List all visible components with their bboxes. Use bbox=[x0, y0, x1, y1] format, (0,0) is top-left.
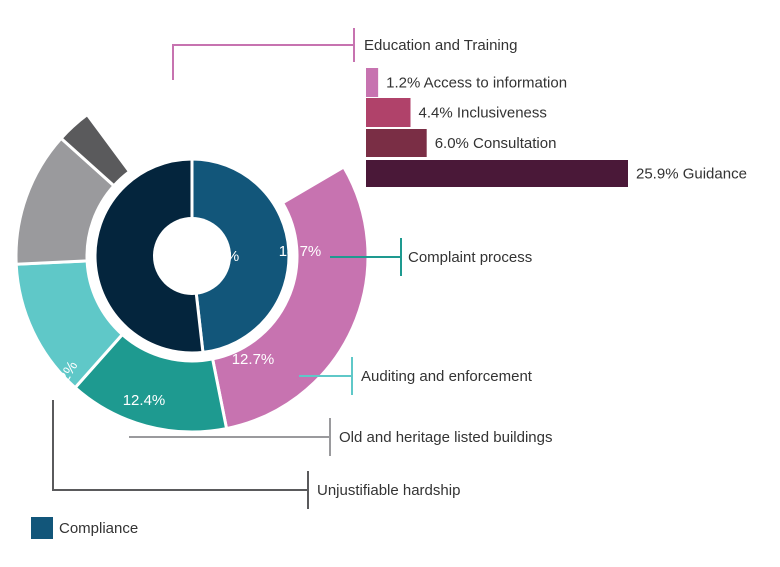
donut-hole bbox=[153, 217, 231, 295]
legend-label-compliance: Compliance bbox=[59, 519, 139, 537]
callout-label-unjustifiable-hardship: Unjustifiable hardship bbox=[317, 482, 460, 499]
breakdown-label: 25.9% Guidance bbox=[636, 166, 747, 183]
outer-slice-label: 30.3% bbox=[160, 100, 203, 117]
outer-slice-unjustifiable-hardship bbox=[59, 112, 132, 188]
outer-slice-label: 12.4% bbox=[123, 392, 166, 409]
breakdown-bar-consultation bbox=[366, 129, 427, 157]
callout-label-old-and-heritage-listed-buildings: Old and heritage listed buildings bbox=[339, 429, 552, 446]
breakdown-bar-access-to-information bbox=[366, 68, 379, 97]
outer-slice-label: 14.7% bbox=[279, 243, 322, 260]
inner-slice-label: 48.2% bbox=[197, 248, 240, 265]
breakdown-label: 6.0% Consultation bbox=[435, 135, 557, 152]
breakdown-bar-guidance bbox=[366, 160, 628, 187]
legend: Compliance bbox=[31, 517, 138, 539]
callout-label-complaint-process: Complaint process bbox=[408, 249, 532, 266]
inner-slice-compliance bbox=[190, 157, 291, 355]
callout-label-auditing-and-enforcement: Auditing and enforcement bbox=[361, 368, 533, 385]
outer-slice-label: 12.7% bbox=[232, 351, 275, 368]
callout-line-education-and-training bbox=[172, 44, 354, 80]
breakdown-bar-inclusiveness bbox=[366, 98, 411, 127]
breakdown-label: 4.4% Inclusiveness bbox=[419, 105, 547, 122]
callout-line-unjustifiable-hardship bbox=[52, 400, 308, 491]
legend-swatch-compliance bbox=[31, 517, 53, 539]
callout-label-education-and-training: Education and Training bbox=[364, 37, 517, 54]
inner-slice-remainder bbox=[93, 157, 205, 355]
breakdown-label: 1.2% Access to information bbox=[386, 75, 567, 92]
outer-slice-education-and-training bbox=[210, 164, 370, 431]
